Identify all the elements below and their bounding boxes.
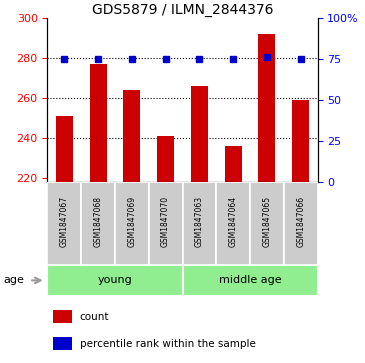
- Bar: [182, 182, 216, 265]
- Text: GSM1847069: GSM1847069: [127, 196, 137, 247]
- Text: GSM1847070: GSM1847070: [161, 196, 170, 247]
- Bar: [81, 182, 115, 265]
- Bar: [47, 182, 81, 265]
- Bar: [250, 182, 284, 265]
- Bar: [191, 86, 208, 363]
- Bar: [225, 146, 242, 363]
- Bar: [90, 64, 107, 363]
- Text: GSM1847066: GSM1847066: [296, 196, 305, 247]
- Text: percentile rank within the sample: percentile rank within the sample: [80, 339, 256, 349]
- Title: GDS5879 / ILMN_2844376: GDS5879 / ILMN_2844376: [92, 3, 273, 17]
- Text: young: young: [97, 276, 132, 285]
- Bar: [157, 136, 174, 363]
- Bar: [284, 182, 318, 265]
- Bar: [53, 310, 72, 323]
- Bar: [292, 100, 309, 363]
- Text: age: age: [4, 276, 24, 285]
- Bar: [149, 182, 182, 265]
- Bar: [47, 265, 182, 296]
- Bar: [56, 116, 73, 363]
- Text: GSM1847067: GSM1847067: [60, 196, 69, 247]
- Bar: [258, 34, 275, 363]
- Text: middle age: middle age: [219, 276, 281, 285]
- Text: GSM1847063: GSM1847063: [195, 196, 204, 247]
- Text: GSM1847068: GSM1847068: [93, 196, 103, 247]
- Bar: [182, 265, 318, 296]
- Text: GSM1847065: GSM1847065: [262, 196, 272, 247]
- Text: count: count: [80, 312, 110, 322]
- Bar: [115, 182, 149, 265]
- Bar: [216, 182, 250, 265]
- Text: GSM1847064: GSM1847064: [228, 196, 238, 247]
- Bar: [53, 337, 72, 350]
- Bar: [123, 90, 140, 363]
